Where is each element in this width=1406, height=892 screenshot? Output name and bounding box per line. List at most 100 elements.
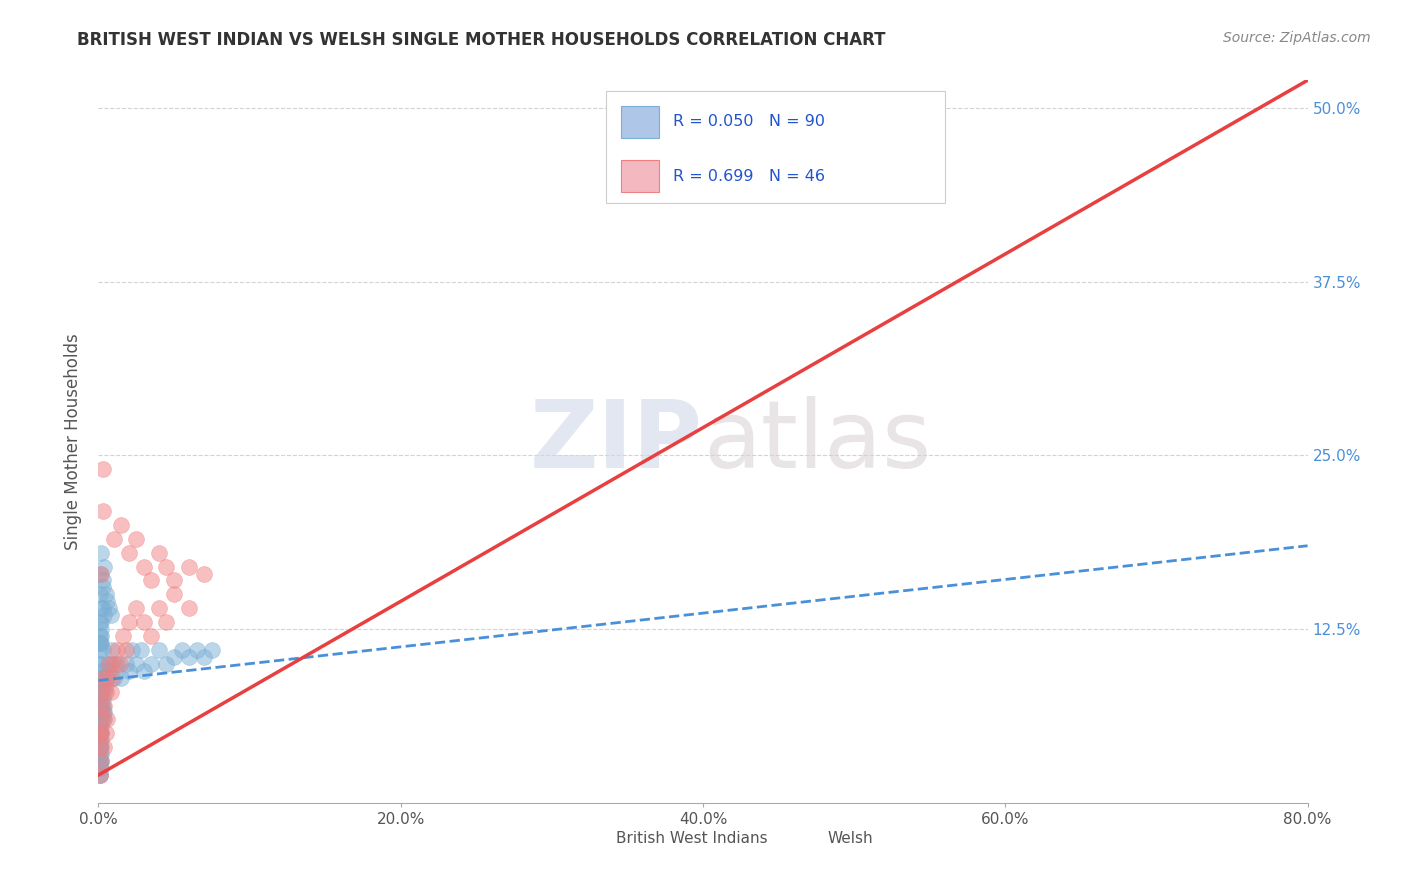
Text: Welsh: Welsh (828, 831, 873, 847)
Point (90, 726, 112, 740)
Point (93, 608, 115, 623)
Point (89, 691, 111, 706)
Point (100, 608, 122, 623)
Point (90, 566, 112, 581)
Point (141, 574, 163, 588)
Text: Source: ZipAtlas.com: Source: ZipAtlas.com (1223, 31, 1371, 45)
Point (89, 691, 111, 706)
Point (91, 581, 114, 595)
Point (105, 657, 128, 671)
Point (89, 684, 111, 698)
Point (90, 698, 112, 713)
Point (132, 559, 155, 574)
Point (96, 713, 118, 727)
Point (89, 566, 111, 581)
Point (121, 643, 143, 657)
Point (98, 657, 121, 671)
Point (103, 671, 125, 685)
Point (155, 657, 177, 671)
Point (129, 643, 152, 657)
Point (89, 698, 111, 713)
Point (89, 726, 111, 740)
Point (89, 698, 111, 713)
Point (201, 643, 224, 657)
Point (101, 671, 124, 685)
Point (90, 761, 112, 775)
Point (90, 601, 112, 615)
Point (155, 615, 177, 630)
Point (89, 629, 111, 643)
Point (90, 726, 112, 740)
Text: atlas: atlas (703, 395, 931, 488)
Point (90, 698, 112, 713)
Point (141, 629, 163, 643)
Point (91, 691, 114, 706)
Point (89, 733, 111, 747)
Point (163, 587, 186, 601)
Point (89, 754, 111, 768)
Point (90, 747, 112, 761)
Point (89, 740, 111, 755)
Point (89, 713, 111, 727)
Point (89, 657, 111, 671)
Point (918, 185, 941, 199)
Point (91, 698, 114, 713)
Point (90, 615, 112, 630)
Point (96, 594, 118, 608)
Point (91, 678, 114, 692)
Point (141, 657, 163, 671)
Point (91, 671, 114, 685)
Point (114, 657, 136, 671)
Point (93, 713, 115, 727)
Point (89, 726, 111, 740)
Point (93, 698, 115, 713)
Point (89, 636, 111, 650)
Point (90, 684, 112, 698)
Text: R = 0.699   N = 46: R = 0.699 N = 46 (672, 169, 825, 184)
Point (193, 566, 215, 581)
Bar (621, 160, 659, 193)
Point (89, 587, 111, 601)
Point (90, 629, 112, 643)
Point (90, 657, 112, 671)
Point (89, 740, 111, 755)
Point (89, 615, 111, 630)
Point (90, 622, 112, 636)
Point (103, 532, 125, 546)
Point (93, 706, 115, 720)
Point (114, 643, 136, 657)
Point (193, 649, 215, 664)
Point (118, 664, 141, 678)
Point (89, 726, 111, 740)
Point (100, 684, 122, 698)
Text: British West Indians: British West Indians (616, 831, 768, 847)
Point (125, 657, 148, 671)
Point (89, 719, 111, 733)
Point (98, 601, 121, 615)
Point (163, 649, 186, 664)
Point (89, 754, 111, 768)
Point (125, 532, 148, 546)
Point (111, 629, 134, 643)
Point (148, 643, 170, 657)
Point (163, 574, 186, 588)
Point (90, 636, 112, 650)
Point (89, 768, 111, 782)
Bar (793, 828, 820, 850)
Point (90, 754, 112, 768)
Point (105, 643, 128, 657)
Point (91, 504, 114, 518)
Point (132, 664, 155, 678)
Text: ZIP: ZIP (530, 395, 703, 488)
Point (108, 657, 131, 671)
Point (93, 740, 115, 755)
Point (91, 643, 114, 657)
Point (89, 740, 111, 755)
Point (118, 615, 141, 630)
Point (148, 546, 170, 560)
Bar (582, 828, 609, 850)
Point (110, 517, 132, 532)
Y-axis label: Single Mother Households: Single Mother Households (65, 334, 83, 549)
Point (94, 684, 117, 698)
Point (125, 601, 148, 615)
